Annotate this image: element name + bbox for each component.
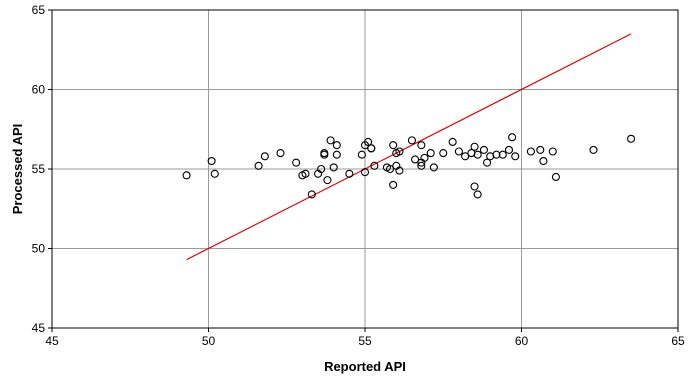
data-point: [292, 158, 301, 167]
data-point: [395, 147, 404, 156]
data-point: [207, 157, 216, 166]
y-tick-labels: 45 50 55 60 65: [32, 3, 46, 335]
data-point: [511, 152, 520, 161]
data-point: [345, 169, 354, 178]
data-point: [526, 147, 535, 156]
x-tick-label: 45: [45, 334, 59, 348]
data-point: [420, 153, 429, 162]
identity-line: [186, 33, 632, 261]
y-tick-label: 60: [32, 83, 46, 97]
data-point: [454, 147, 463, 156]
y-tick-label: 65: [32, 3, 46, 17]
x-tick-label: 65: [671, 334, 685, 348]
data-point: [448, 137, 457, 147]
x-tick-label: 60: [515, 334, 529, 348]
data-point: [364, 137, 373, 147]
data-point: [492, 150, 501, 159]
x-tick-label: 55: [358, 334, 372, 348]
data-point: [326, 136, 335, 145]
data-point: [320, 150, 329, 159]
data-point: [360, 168, 370, 177]
data-point: [539, 157, 548, 166]
data-point: [317, 164, 326, 174]
data-point: [470, 182, 479, 191]
tick-marks: [48, 9, 679, 332]
y-tick-label: 50: [32, 242, 46, 256]
data-point: [260, 152, 269, 161]
x-axis-label: Reported API: [324, 359, 406, 374]
data-point: [395, 166, 404, 175]
data-point: [332, 141, 341, 150]
data-point: [551, 172, 560, 181]
data-point: [329, 163, 338, 172]
data-point: [498, 150, 507, 159]
data-point: [426, 149, 435, 158]
data-point: [473, 190, 482, 199]
data-point: [589, 145, 598, 154]
data-point: [332, 150, 341, 159]
data-points: [182, 133, 636, 199]
data-point: [473, 150, 482, 159]
data-point: [389, 141, 398, 150]
data-point: [301, 169, 310, 178]
data-point: [508, 133, 517, 142]
x-tick-labels: 45 50 55 60 65: [45, 334, 685, 348]
data-point: [483, 158, 492, 167]
data-point: [417, 161, 426, 170]
y-tick-label: 55: [32, 162, 46, 176]
x-tick-label: 50: [202, 334, 216, 348]
data-point: [417, 141, 426, 150]
data-point: [276, 149, 285, 158]
data-point: [323, 176, 332, 185]
data-point: [536, 145, 545, 154]
data-point: [307, 190, 316, 199]
data-point: [626, 134, 636, 143]
data-point: [254, 161, 263, 170]
data-point: [182, 171, 191, 180]
data-point: [357, 150, 366, 159]
data-point: [389, 180, 398, 189]
data-point: [461, 152, 470, 161]
data-point: [504, 145, 514, 154]
data-point: [385, 164, 395, 174]
y-axis-label: Processed API: [10, 124, 25, 215]
data-point: [470, 142, 479, 151]
data-point: [439, 149, 448, 158]
plot-frame: [51, 9, 679, 329]
data-point: [407, 136, 417, 145]
data-point: [411, 155, 420, 164]
data-point: [479, 145, 488, 154]
y-tick-label: 45: [32, 321, 46, 335]
data-point: [370, 161, 379, 170]
data-point: [429, 163, 438, 172]
data-point: [548, 147, 557, 156]
data-point: [210, 169, 219, 178]
data-point: [367, 144, 376, 153]
